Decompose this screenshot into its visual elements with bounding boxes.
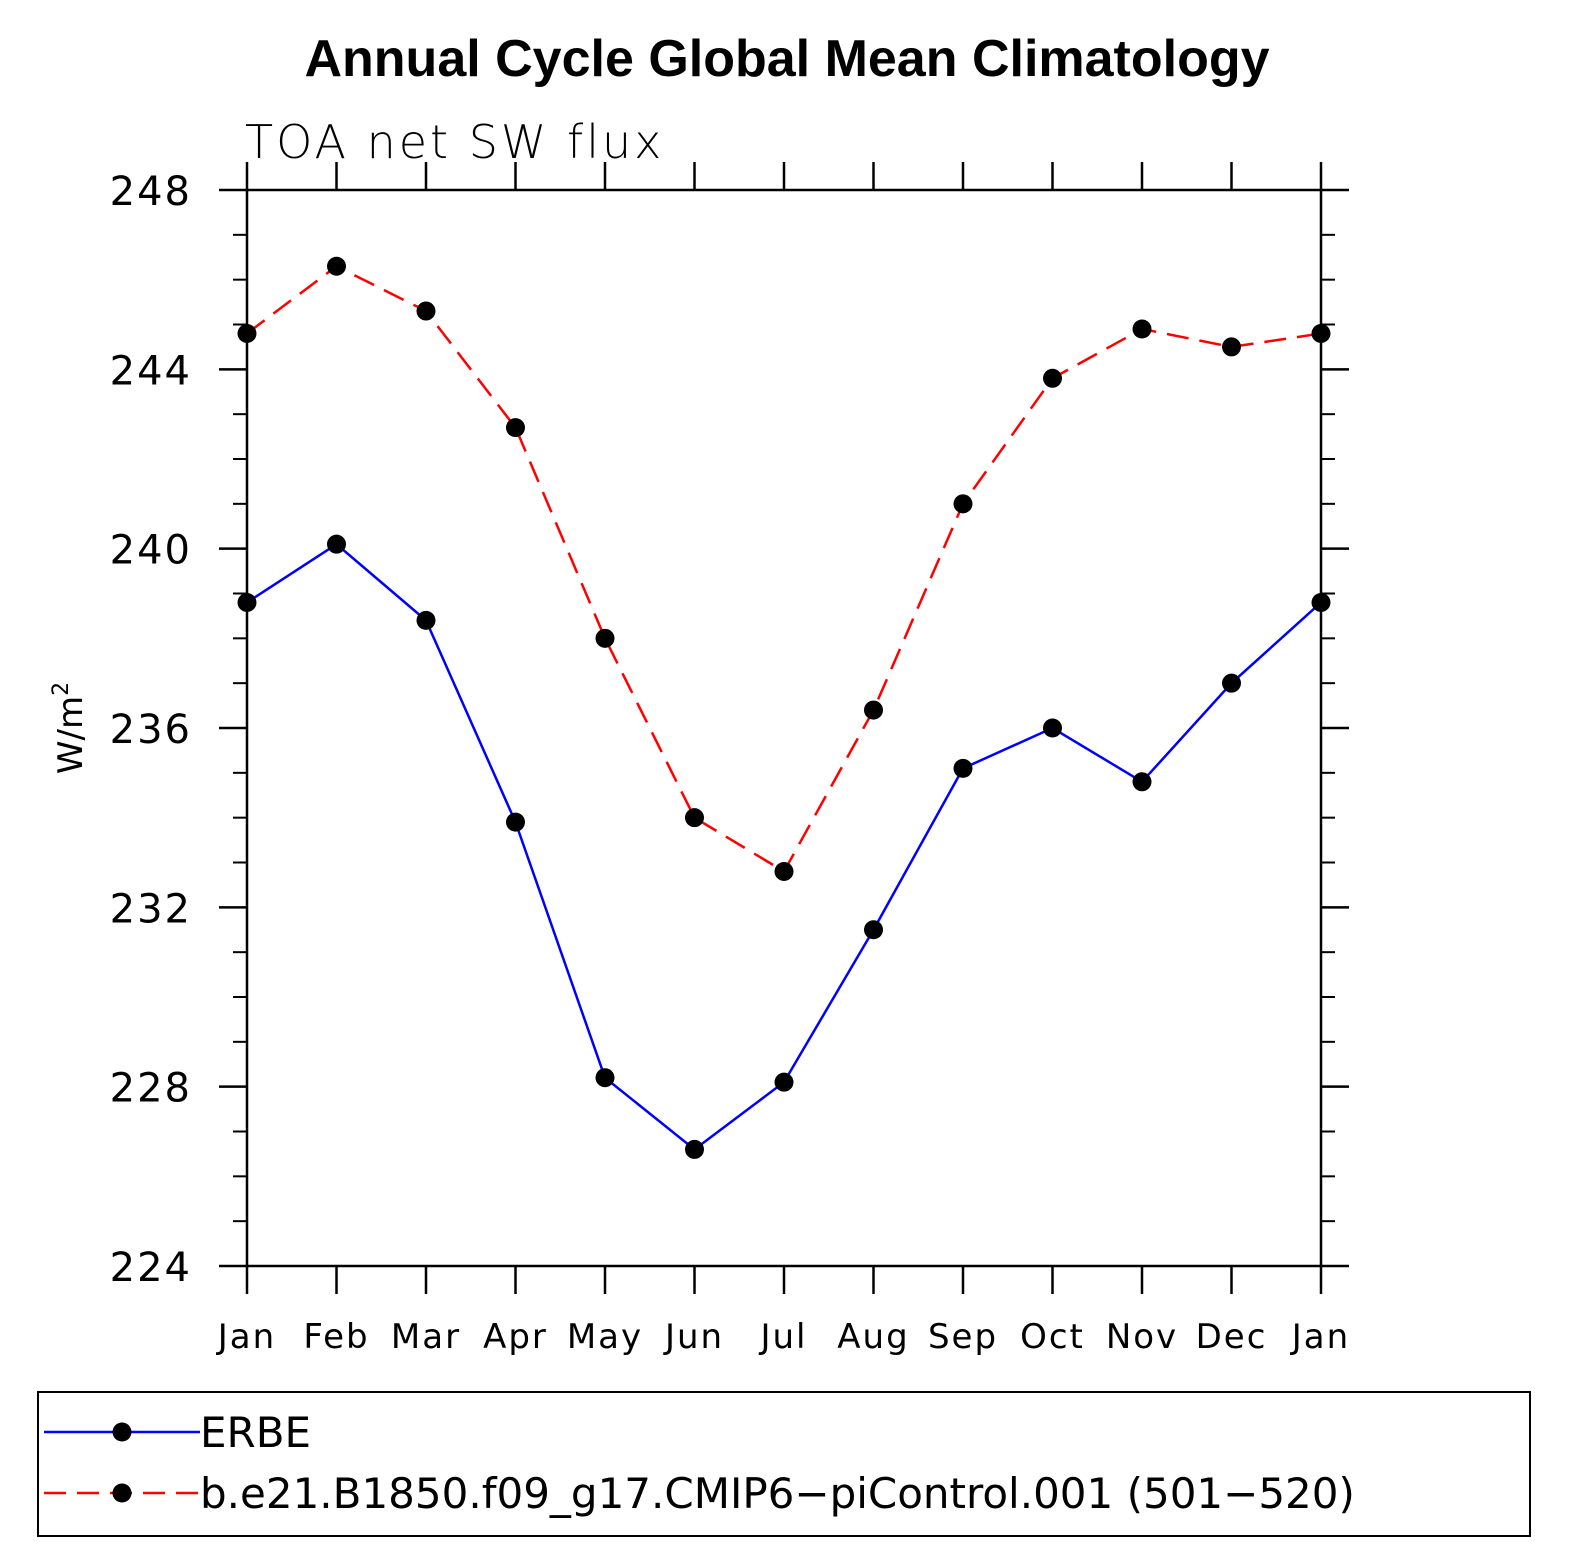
x-tick-label: Jul <box>758 1317 807 1357</box>
y-axis-label-superscript: 2 <box>49 682 74 696</box>
axes: 224 228 232 236 240 244 248 Jan Feb Mar Apr May Jun J… <box>110 162 1350 1357</box>
chart-subtitle: TOA net SW flux <box>245 115 664 169</box>
series-1-point <box>1311 323 1331 343</box>
series-1-point <box>506 418 525 438</box>
legend-label-0: ERBE <box>200 1408 311 1457</box>
x-tick-label: Sep <box>928 1317 998 1357</box>
series-1-point <box>774 861 794 881</box>
x-tick-label: Jun <box>663 1317 724 1357</box>
series-0-point <box>1311 592 1331 612</box>
series-0-point <box>953 758 973 778</box>
x-tick-label: Feb <box>303 1317 369 1357</box>
legend: ERBE b.e21.B1850.f09_g17.CMIP6−piControl.… <box>44 1408 1355 1518</box>
series-layer <box>237 256 1331 1159</box>
x-tick-label: Jan <box>216 1317 276 1357</box>
y-tick-label: 224 <box>110 1245 192 1291</box>
series-0-point <box>1132 772 1152 792</box>
series-0-point <box>327 534 346 554</box>
y-axis-label: W/m2 <box>49 682 91 774</box>
series-0-point <box>595 1068 615 1088</box>
x-tick-label: Dec <box>1196 1317 1268 1357</box>
y-tick-label: 228 <box>110 1066 192 1112</box>
legend-box <box>37 1391 1531 1537</box>
legend-label-1: b.e21.B1850.f09_g17.CMIP6−piControl.001 … <box>200 1469 1355 1518</box>
series-1-point <box>685 808 704 828</box>
y-axis-label-text: W/m <box>51 696 91 774</box>
y-tick-label: 232 <box>110 886 192 932</box>
x-tick-label: Mar <box>391 1317 461 1357</box>
plot-frame <box>245 188 1323 1268</box>
series-0-point <box>1222 673 1241 693</box>
series-line-1 <box>246 264 1322 874</box>
x-tick-label: Apr <box>483 1317 548 1357</box>
series-1-point <box>1132 319 1152 339</box>
y-tick-label: 236 <box>110 707 192 753</box>
series-1-point <box>1222 337 1241 357</box>
series-line-0 <box>246 542 1322 1152</box>
chart-title: Annual Cycle Global Mean Climatology <box>304 30 1269 88</box>
x-tick-label: May <box>567 1317 643 1357</box>
series-1-point <box>237 323 257 343</box>
series-0-point <box>1043 718 1062 738</box>
series-0-point <box>864 920 883 940</box>
series-1-point <box>864 700 883 720</box>
x-tick-label: Jan <box>1290 1317 1350 1357</box>
series-0-point <box>774 1072 794 1092</box>
series-0-point <box>685 1139 704 1159</box>
x-tick-label: Oct <box>1020 1317 1085 1357</box>
series-1-point <box>416 301 436 321</box>
y-tick-label: 240 <box>110 528 192 574</box>
x-tick-label: Aug <box>837 1317 909 1357</box>
series-1-point <box>595 628 615 648</box>
series-1-point <box>1043 368 1062 388</box>
legend-marker-0 <box>112 1422 132 1442</box>
series-1-point <box>327 256 346 276</box>
y-tick-label: 248 <box>110 169 192 215</box>
legend-marker-1 <box>112 1483 132 1503</box>
series-0-point <box>237 592 257 612</box>
series-0-point <box>416 610 436 630</box>
series-1-point <box>953 494 973 514</box>
series-0-point <box>506 812 525 832</box>
y-tick-label: 244 <box>110 348 192 394</box>
x-tick-label: Nov <box>1106 1317 1178 1357</box>
